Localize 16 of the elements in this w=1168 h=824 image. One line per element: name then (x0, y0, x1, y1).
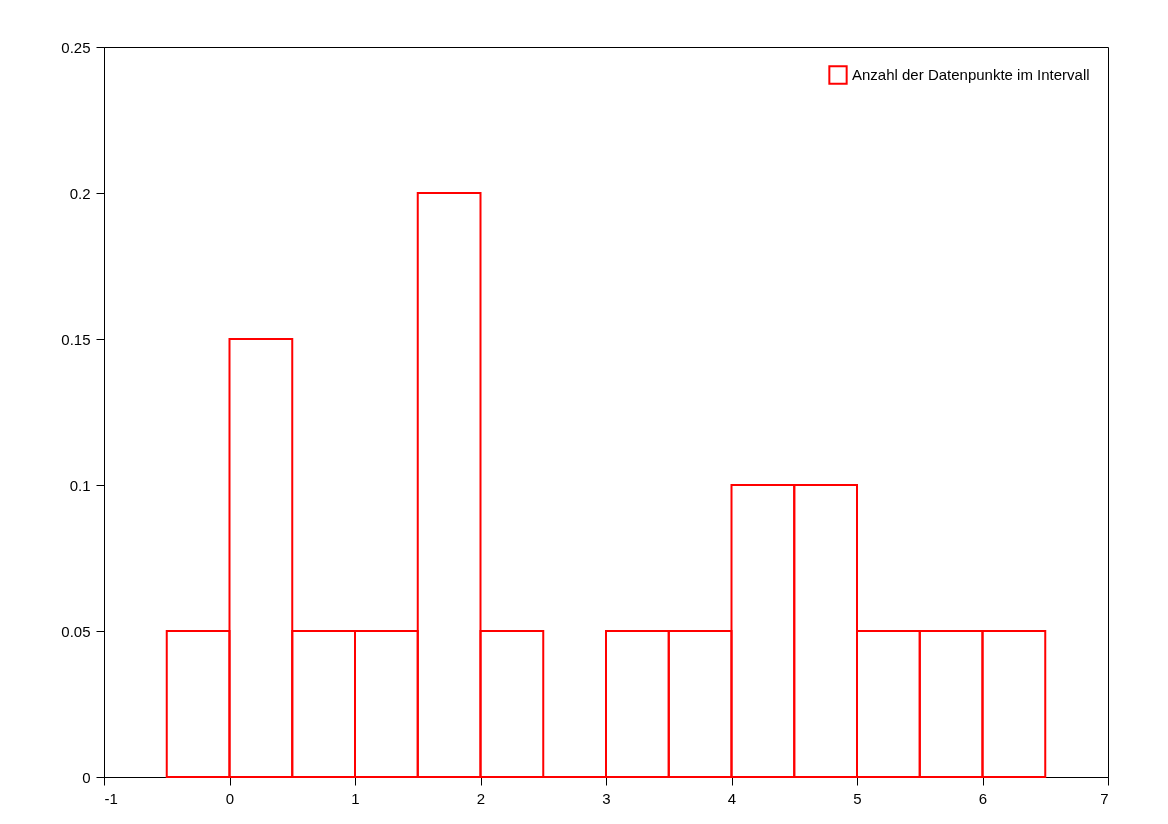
legend-label: Anzahl der Datenpunkte im Intervall (852, 66, 1090, 83)
x-tick-label: -1 (104, 789, 118, 807)
y-tick-label: 0.2 (69, 184, 91, 202)
y-tick-label: 0.15 (61, 330, 91, 348)
x-tick-label: 4 (727, 789, 737, 807)
y-tick-label: 0.05 (61, 622, 91, 640)
y-tick-label: 0.25 (61, 38, 91, 56)
x-tick-label: 2 (476, 789, 486, 807)
x-tick-label: 1 (351, 789, 360, 807)
y-tick-label: 0 (82, 768, 91, 786)
x-tick-label: 0 (225, 789, 235, 807)
x-tick-label: 6 (978, 789, 988, 807)
y-tick-label: 0.1 (69, 476, 91, 494)
x-tick-label: 3 (602, 789, 611, 807)
x-tick-label: 7 (1100, 789, 1109, 807)
x-tick-label: 5 (853, 789, 862, 807)
